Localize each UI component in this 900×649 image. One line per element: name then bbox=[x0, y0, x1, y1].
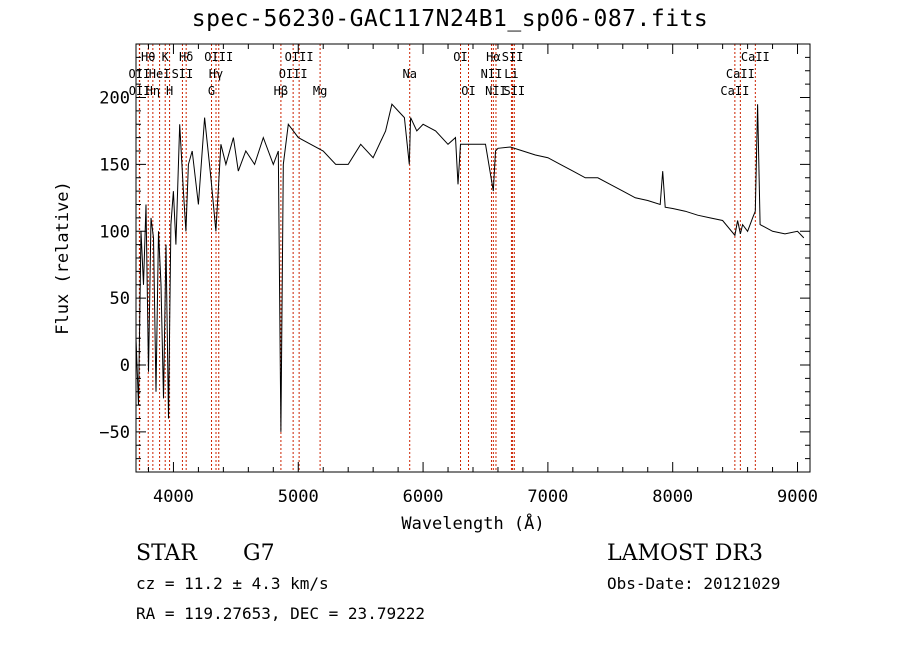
marker-label: Mg bbox=[313, 84, 327, 98]
object-class: STAR bbox=[136, 541, 197, 566]
redshift-readout: cz = 11.2 ± 4.3 km/s bbox=[136, 574, 329, 593]
marker-label: OI bbox=[461, 84, 475, 98]
marker-label: OIII bbox=[204, 50, 233, 64]
marker-label: OII bbox=[129, 67, 151, 81]
spectral-line-markers bbox=[138, 44, 756, 472]
marker-label: Hη bbox=[146, 84, 160, 98]
chart-title: spec-56230-GAC117N24B1_sp06-087.fits bbox=[191, 6, 709, 32]
marker-label: Hα bbox=[486, 50, 500, 64]
marker-label: SII bbox=[503, 84, 525, 98]
x-tick-label: 7000 bbox=[527, 487, 568, 507]
marker-label: Hγ bbox=[209, 67, 223, 81]
marker-label: OIII bbox=[279, 67, 308, 81]
marker-label: Hθ bbox=[141, 50, 155, 64]
marker-label: NII bbox=[485, 84, 507, 98]
marker-label: Hδ bbox=[179, 50, 193, 64]
marker-label: NII bbox=[481, 67, 503, 81]
coordinates: RA = 119.27653, DEC = 23.79222 bbox=[136, 604, 425, 623]
y-tick-label: 100 bbox=[99, 222, 130, 242]
marker-label: H bbox=[166, 84, 173, 98]
marker-label: Li bbox=[504, 67, 518, 81]
marker-label: K bbox=[162, 50, 170, 64]
y-tick-label: −50 bbox=[99, 423, 130, 443]
marker-label: SII bbox=[172, 67, 194, 81]
marker-label: SII bbox=[502, 50, 524, 64]
marker-label: Hβ bbox=[274, 84, 288, 98]
marker-label: OIII bbox=[285, 50, 314, 64]
y-tick-label: 200 bbox=[99, 89, 130, 109]
x-tick-label: 9000 bbox=[777, 487, 818, 507]
x-tick-label: 8000 bbox=[652, 487, 693, 507]
marker-label: G bbox=[208, 84, 215, 98]
x-axis-label: Wavelength (Å) bbox=[401, 512, 544, 534]
y-axis-label: Flux (relative) bbox=[53, 181, 73, 335]
y-tick-label: 50 bbox=[110, 289, 130, 309]
obs-date: Obs-Date: 20121029 bbox=[607, 574, 781, 593]
marker-label: CaII bbox=[720, 84, 749, 98]
x-tick-label: 6000 bbox=[403, 487, 444, 507]
x-tick-label: 4000 bbox=[153, 487, 194, 507]
axis-ticks: 4000 5000 6000 7000 8000 9000 −50 0 50 100 150 200 bbox=[99, 43, 818, 507]
marker-label: CaII bbox=[726, 67, 755, 81]
spectrum-line bbox=[135, 103, 805, 432]
marker-label: OI bbox=[453, 50, 467, 64]
marker-label: CaII bbox=[741, 50, 770, 64]
y-tick-label: 150 bbox=[99, 155, 130, 175]
plot-frame bbox=[135, 43, 811, 473]
marker-label: OII bbox=[129, 84, 151, 98]
y-tick-label: 0 bbox=[120, 356, 130, 376]
x-tick-label: 5000 bbox=[278, 487, 319, 507]
marker-label: HeI bbox=[149, 67, 171, 81]
marker-label: Na bbox=[402, 67, 416, 81]
subclass: G7 bbox=[243, 541, 275, 566]
survey-name: LAMOST DR3 bbox=[607, 541, 763, 566]
